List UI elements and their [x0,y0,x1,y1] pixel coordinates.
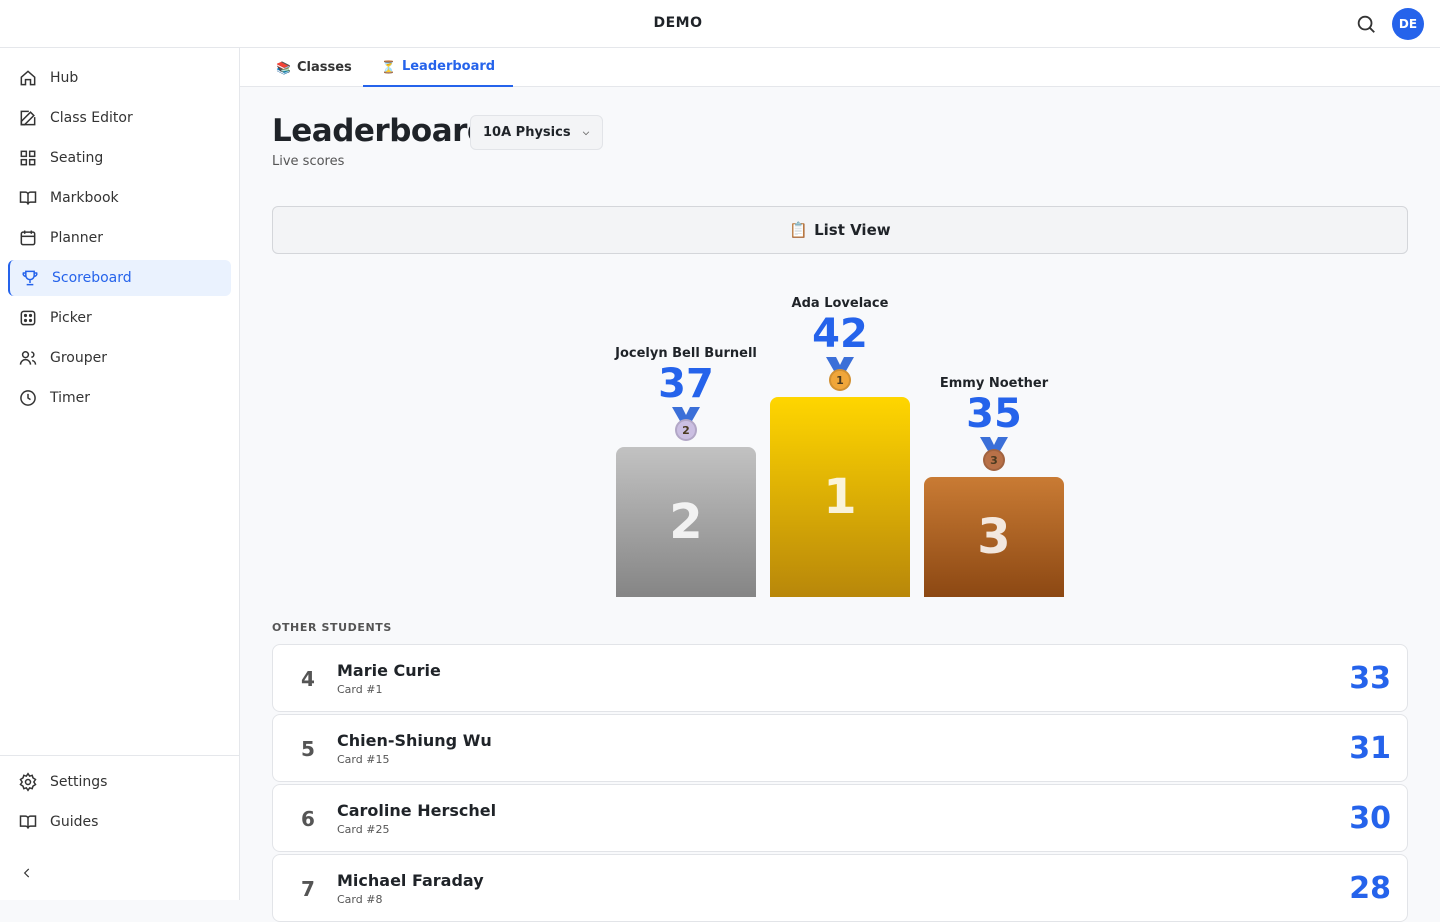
row-score: 30 [1349,801,1391,836]
podium-column: Ada Lovelace 42 1 1 [770,296,910,597]
nav-label: Grouper [50,350,107,366]
podium-block: 2 [616,447,756,597]
nav-icon [19,191,37,205]
nav-icon [20,150,36,166]
tabs: 📚 Classes ⏳ Leaderboard [240,48,1440,87]
nav-item[interactable]: Seating [8,140,231,176]
nav-label: Markbook [50,190,119,206]
page-subtitle: Live scores [272,154,345,169]
nav-icon [19,351,37,365]
nav-item[interactable]: Timer [8,380,231,416]
nav-item[interactable]: Class Editor [8,100,231,136]
row-card: Card #25 [337,823,390,836]
nav-icon [20,310,36,326]
podium-name: Ada Lovelace [791,296,889,311]
podium-score: 37 [658,361,714,407]
student-row: 7 Michael Faraday Card #8 28 [272,854,1408,922]
chevron [582,130,589,135]
nav-label: Picker [50,310,92,326]
nav-item[interactable]: Markbook [8,180,231,216]
row-name: Michael Faraday [337,871,484,890]
tab-icon: ⏳ [381,59,396,74]
row-rank: 7 [301,877,315,901]
student-row: 4 Marie Curie Card #1 33 [272,644,1408,712]
nav-icon [20,230,36,246]
nav-item[interactable]: Picker [8,300,231,336]
podium-block: 3 [924,477,1064,597]
class-select-label: 10A Physics [483,125,571,140]
podium-name: Emmy Noether [939,376,1049,391]
section-heading: OTHER STUDENTS [272,621,392,634]
nav-label: Settings [50,774,108,790]
medal-number: 2 [675,419,697,441]
podium-block: 1 [770,397,910,597]
podium-name: Jocelyn Bell Burnell [615,346,757,361]
tab-icon: 📚 [276,60,291,75]
page-title: Leaderboard [272,113,489,149]
list-view-button[interactable]: 📋 List View [272,206,1408,254]
nav-label: Class Editor [50,110,133,126]
app-title: DEMO [653,15,703,31]
row-name: Caroline Herschel [337,801,497,820]
nav-label: Scoreboard [52,270,132,286]
student-row: 5 Chien-Shiung Wu Card #15 31 [272,714,1408,782]
nav-label: Seating [50,150,104,166]
row-score: 33 [1349,661,1391,696]
nav-item[interactable]: Planner [8,220,231,256]
medal-ribbon [826,357,854,371]
nav-icon [22,270,38,286]
podium: Ada Lovelace 42 1 1 Jocelyn Bell Burnell 37 2 2… [615,280,1064,597]
nav-icon [20,390,36,406]
nav-icon [20,70,36,86]
medal: 2 [670,407,702,443]
sidebar: Hub Class Editor Seating Markbook Planner Sco… [0,48,240,900]
nav-label: Guides [50,814,99,830]
medal: 3 [978,437,1010,473]
student-row: 6 Caroline Herschel Card #25 30 [272,784,1408,852]
podium-score: 35 [966,391,1022,437]
tab-label: Classes [296,60,352,75]
medal-number: 3 [983,449,1005,471]
medal-ribbon [980,437,1008,451]
medal-ribbon [672,407,700,421]
nav-item[interactable]: Hub [8,60,231,96]
nav-label: Hub [50,70,79,86]
nav-item[interactable]: Grouper [8,340,231,376]
row-name: Chien-Shiung Wu [337,731,492,750]
row-card: Card #15 [337,753,390,766]
row-rank: 4 [301,667,315,691]
row-rank: 5 [301,737,315,761]
podium-column: Jocelyn Bell Burnell 37 2 2 [615,346,757,597]
search-icon[interactable] [1355,13,1377,35]
medal: 1 [824,357,856,393]
medal-number: 1 [829,369,851,391]
list-view-label: List View [814,221,891,239]
tab[interactable]: ⏳ Leaderboard [363,48,514,87]
nav-icon [19,815,37,829]
row-rank: 6 [301,807,315,831]
row-score: 31 [1349,731,1391,766]
podium-column: Emmy Noether 35 3 3 [924,376,1064,597]
nav-icon [20,110,36,126]
collapse-icon[interactable] [20,866,34,880]
avatar[interactable]: DE [1392,8,1424,40]
nav-item[interactable]: Scoreboard [8,260,231,296]
nav-label: Planner [50,230,104,246]
row-name: Marie Curie [337,661,441,680]
tab[interactable]: 📚 Classes [258,48,370,87]
podium-score: 42 [812,311,868,357]
nav-label: Timer [50,390,91,406]
class-select[interactable]: 10A Physics [470,115,603,150]
tab-label: Leaderboard [401,59,496,74]
row-card: Card #1 [337,683,383,696]
sidebar-footer [0,755,239,756]
row-score: 28 [1349,871,1391,906]
nav-item[interactable]: Settings [8,764,231,800]
nav-item[interactable]: Guides [8,804,231,840]
nav-icon [19,772,37,792]
list-view-icon: 📋 [789,221,809,239]
header: DEMO DE [0,0,1440,48]
